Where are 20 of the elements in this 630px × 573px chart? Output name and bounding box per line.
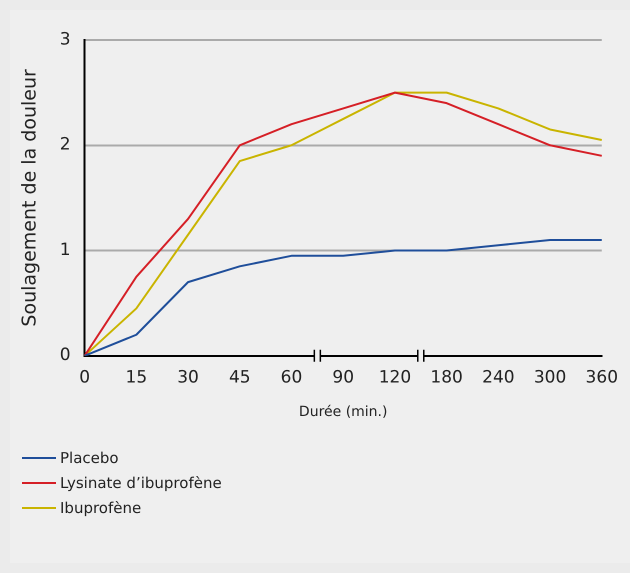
x-tick-label: 30 [177,367,199,388]
legend-label: Lysinate d’ibuprofène [60,474,222,492]
y-tick-label: 2 [60,134,71,155]
x-tick-label: 45 [228,367,251,388]
y-tick-label: 3 [60,29,71,50]
x-tick-label: 240 [482,367,515,388]
x-tick-label: 360 [586,367,618,388]
x-tick-label: 90 [332,367,354,388]
x-tick-label: 0 [79,367,90,388]
y-tick-label: 1 [60,240,71,260]
x-tick-label: 60 [280,367,302,388]
x-tick-label: 120 [378,367,412,388]
x-tick-label: 15 [126,367,148,388]
x-tick-label: 180 [430,367,463,388]
legend-label: Ibuprofène [60,498,142,516]
y-tick-label: 0 [60,345,71,366]
y-axis-title: Soulagement de la douleur [18,69,40,327]
x-tick-label: 300 [534,367,566,388]
x-axis-title: Durée (min.) [298,404,388,420]
legend-label: Placebo [60,448,119,466]
